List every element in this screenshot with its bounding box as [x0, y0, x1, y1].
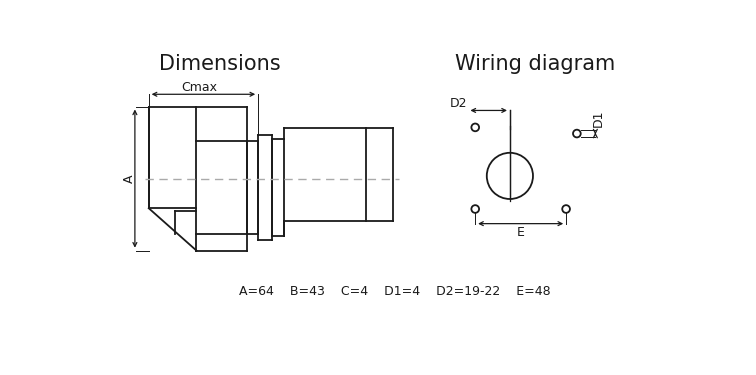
Text: A: A: [123, 174, 136, 183]
Text: D2: D2: [450, 97, 467, 110]
Text: E: E: [516, 226, 525, 238]
Text: D1: D1: [592, 110, 605, 127]
Text: Wiring diagram: Wiring diagram: [455, 54, 615, 74]
Text: Cmax: Cmax: [181, 81, 218, 94]
Text: Dimensions: Dimensions: [159, 54, 280, 74]
Text: A=64    B=43    C=4    D1=4    D2=19-22    E=48: A=64 B=43 C=4 D1=4 D2=19-22 E=48: [240, 285, 551, 298]
